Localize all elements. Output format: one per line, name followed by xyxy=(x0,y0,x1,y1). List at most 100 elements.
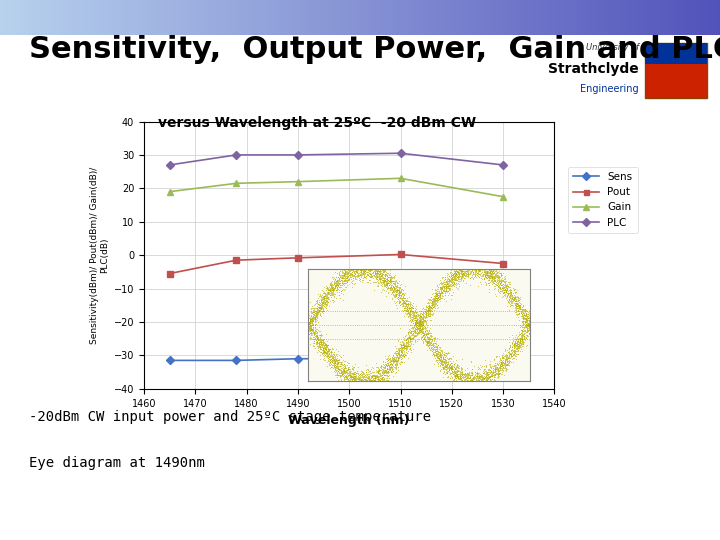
Bar xyxy=(72,0,76,35)
Y-axis label: Sensitivity(dBm)/ Pout(dBm)/ Gain(dB)/
PLC(dB): Sensitivity(dBm)/ Pout(dBm)/ Gain(dB)/ P… xyxy=(90,166,109,344)
Bar xyxy=(558,0,562,35)
PLC xyxy=(232,152,240,158)
Bar xyxy=(212,0,216,35)
Bar xyxy=(590,0,594,35)
FancyBboxPatch shape xyxy=(645,43,707,64)
Bar xyxy=(68,0,72,35)
Bar xyxy=(144,0,148,35)
Bar xyxy=(702,0,706,35)
Bar xyxy=(515,0,518,35)
Bar xyxy=(191,0,194,35)
Bar xyxy=(666,0,670,35)
Bar xyxy=(382,0,385,35)
Bar xyxy=(65,0,68,35)
Gain xyxy=(499,193,508,200)
Bar xyxy=(43,0,47,35)
Bar xyxy=(97,0,101,35)
Bar xyxy=(443,0,446,35)
Bar xyxy=(583,0,587,35)
Bar xyxy=(504,0,508,35)
Legend: Sens, Pout, Gain, PLC: Sens, Pout, Gain, PLC xyxy=(568,167,638,233)
Bar xyxy=(256,0,259,35)
Bar xyxy=(551,0,554,35)
Text: University of: University of xyxy=(586,43,639,52)
Bar xyxy=(90,0,94,35)
Bar xyxy=(706,0,709,35)
Bar xyxy=(198,0,202,35)
Bar xyxy=(104,0,108,35)
Bar xyxy=(655,0,659,35)
Bar xyxy=(576,0,580,35)
Bar xyxy=(688,0,691,35)
Bar xyxy=(608,0,612,35)
Bar xyxy=(457,0,461,35)
Bar xyxy=(407,0,410,35)
Bar xyxy=(662,0,666,35)
Bar xyxy=(137,0,140,35)
Bar xyxy=(464,0,468,35)
Bar xyxy=(634,0,637,35)
Bar xyxy=(626,0,630,35)
Bar xyxy=(292,0,295,35)
Bar xyxy=(50,0,54,35)
PLC xyxy=(499,161,508,168)
Bar xyxy=(569,0,572,35)
Bar xyxy=(187,0,191,35)
Bar xyxy=(709,0,713,35)
Sens xyxy=(499,354,508,360)
Bar xyxy=(436,0,439,35)
Bar xyxy=(266,0,270,35)
Bar xyxy=(673,0,677,35)
Bar xyxy=(299,0,302,35)
Bar xyxy=(335,0,338,35)
Bar xyxy=(641,0,644,35)
Bar xyxy=(540,0,544,35)
Bar xyxy=(353,0,356,35)
Bar xyxy=(79,0,83,35)
Bar xyxy=(284,0,288,35)
Text: versus Wavelength at 25ºC  -20 dBm CW: versus Wavelength at 25ºC -20 dBm CW xyxy=(158,116,477,130)
Pout xyxy=(396,251,405,258)
Bar xyxy=(587,0,590,35)
Bar xyxy=(108,0,112,35)
Bar xyxy=(670,0,673,35)
Text: Sensitivity,  Output Power,  Gain and PLC: Sensitivity, Output Power, Gain and PLC xyxy=(29,35,720,64)
Bar xyxy=(86,0,90,35)
Text: -20dBm CW input power and 25ºC stage temperature: -20dBm CW input power and 25ºC stage tem… xyxy=(29,410,431,424)
Bar xyxy=(400,0,403,35)
Bar xyxy=(4,0,7,35)
Bar xyxy=(605,0,608,35)
Bar xyxy=(112,0,115,35)
Bar xyxy=(331,0,335,35)
Bar xyxy=(421,0,425,35)
Bar xyxy=(637,0,641,35)
Sens xyxy=(166,357,174,363)
Bar xyxy=(659,0,662,35)
Bar xyxy=(497,0,500,35)
Bar xyxy=(328,0,331,35)
Bar xyxy=(691,0,695,35)
Bar xyxy=(302,0,306,35)
Bar xyxy=(209,0,212,35)
Bar xyxy=(518,0,522,35)
Bar xyxy=(367,0,371,35)
Bar xyxy=(677,0,680,35)
Bar xyxy=(306,0,310,35)
Bar xyxy=(176,0,180,35)
Bar xyxy=(385,0,389,35)
Bar xyxy=(234,0,238,35)
Bar xyxy=(508,0,511,35)
Bar xyxy=(713,0,716,35)
Bar xyxy=(572,0,576,35)
Bar xyxy=(119,0,122,35)
Line: Gain: Gain xyxy=(166,175,507,200)
Bar xyxy=(61,0,65,35)
Bar xyxy=(288,0,292,35)
Bar xyxy=(522,0,526,35)
Bar xyxy=(230,0,234,35)
Bar xyxy=(0,0,4,35)
Bar xyxy=(414,0,418,35)
Bar xyxy=(536,0,540,35)
Bar xyxy=(598,0,601,35)
Pout xyxy=(294,254,302,261)
